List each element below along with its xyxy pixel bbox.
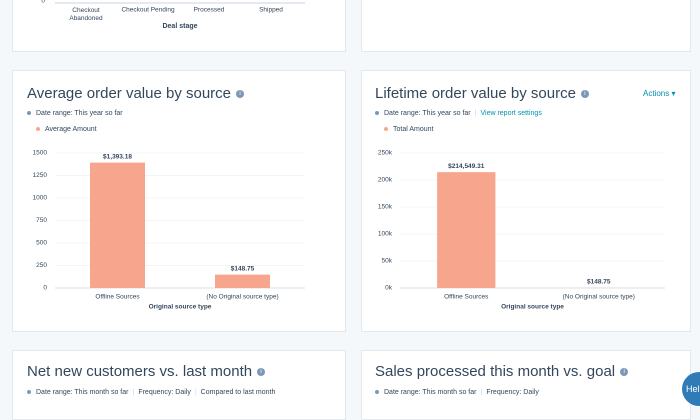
x-tick-label: Offline Sources	[95, 294, 140, 301]
y-tick-label: 750	[36, 217, 47, 224]
bar	[90, 163, 145, 288]
y-tick-label: 1000	[33, 195, 48, 202]
dashboard: Deal stage Average order value by source…	[0, 0, 700, 409]
x-tick-label: Offline Sources	[444, 294, 489, 301]
axis-title: Original source type	[149, 304, 212, 311]
y-tick-label: 0	[43, 285, 47, 292]
y-tick-label: 50k	[382, 258, 393, 265]
y-tick-label: 150k	[378, 204, 393, 211]
value-label: $1,393.18	[103, 153, 132, 160]
y-tick-label: 1500	[33, 150, 48, 157]
bar	[215, 275, 270, 288]
y-tick-label: 1250	[33, 172, 48, 179]
y-tick-label: 100k	[378, 231, 393, 238]
x-tick-label: (No Original source type)	[563, 294, 635, 301]
value-label: $148.75	[587, 279, 611, 286]
axis-title: Original source type	[501, 304, 564, 311]
y-tick-label: 200k	[378, 177, 393, 184]
y-tick-label: 0	[41, 0, 45, 5]
x-tick-label: Shipped	[259, 7, 283, 14]
x-tick-label: (No Original source type)	[206, 294, 278, 301]
y-tick-label: 250k	[378, 150, 393, 157]
value-label: $148.75	[231, 265, 255, 272]
bar	[437, 172, 495, 288]
y-tick-label: 250	[36, 262, 47, 269]
value-label: $214,549.31	[448, 163, 485, 170]
x-tick-label: Processed	[194, 7, 225, 14]
y-tick-label: 0k	[385, 285, 393, 292]
y-tick-label: 500	[36, 240, 47, 247]
x-tick-label: Checkout Pending	[121, 7, 175, 14]
